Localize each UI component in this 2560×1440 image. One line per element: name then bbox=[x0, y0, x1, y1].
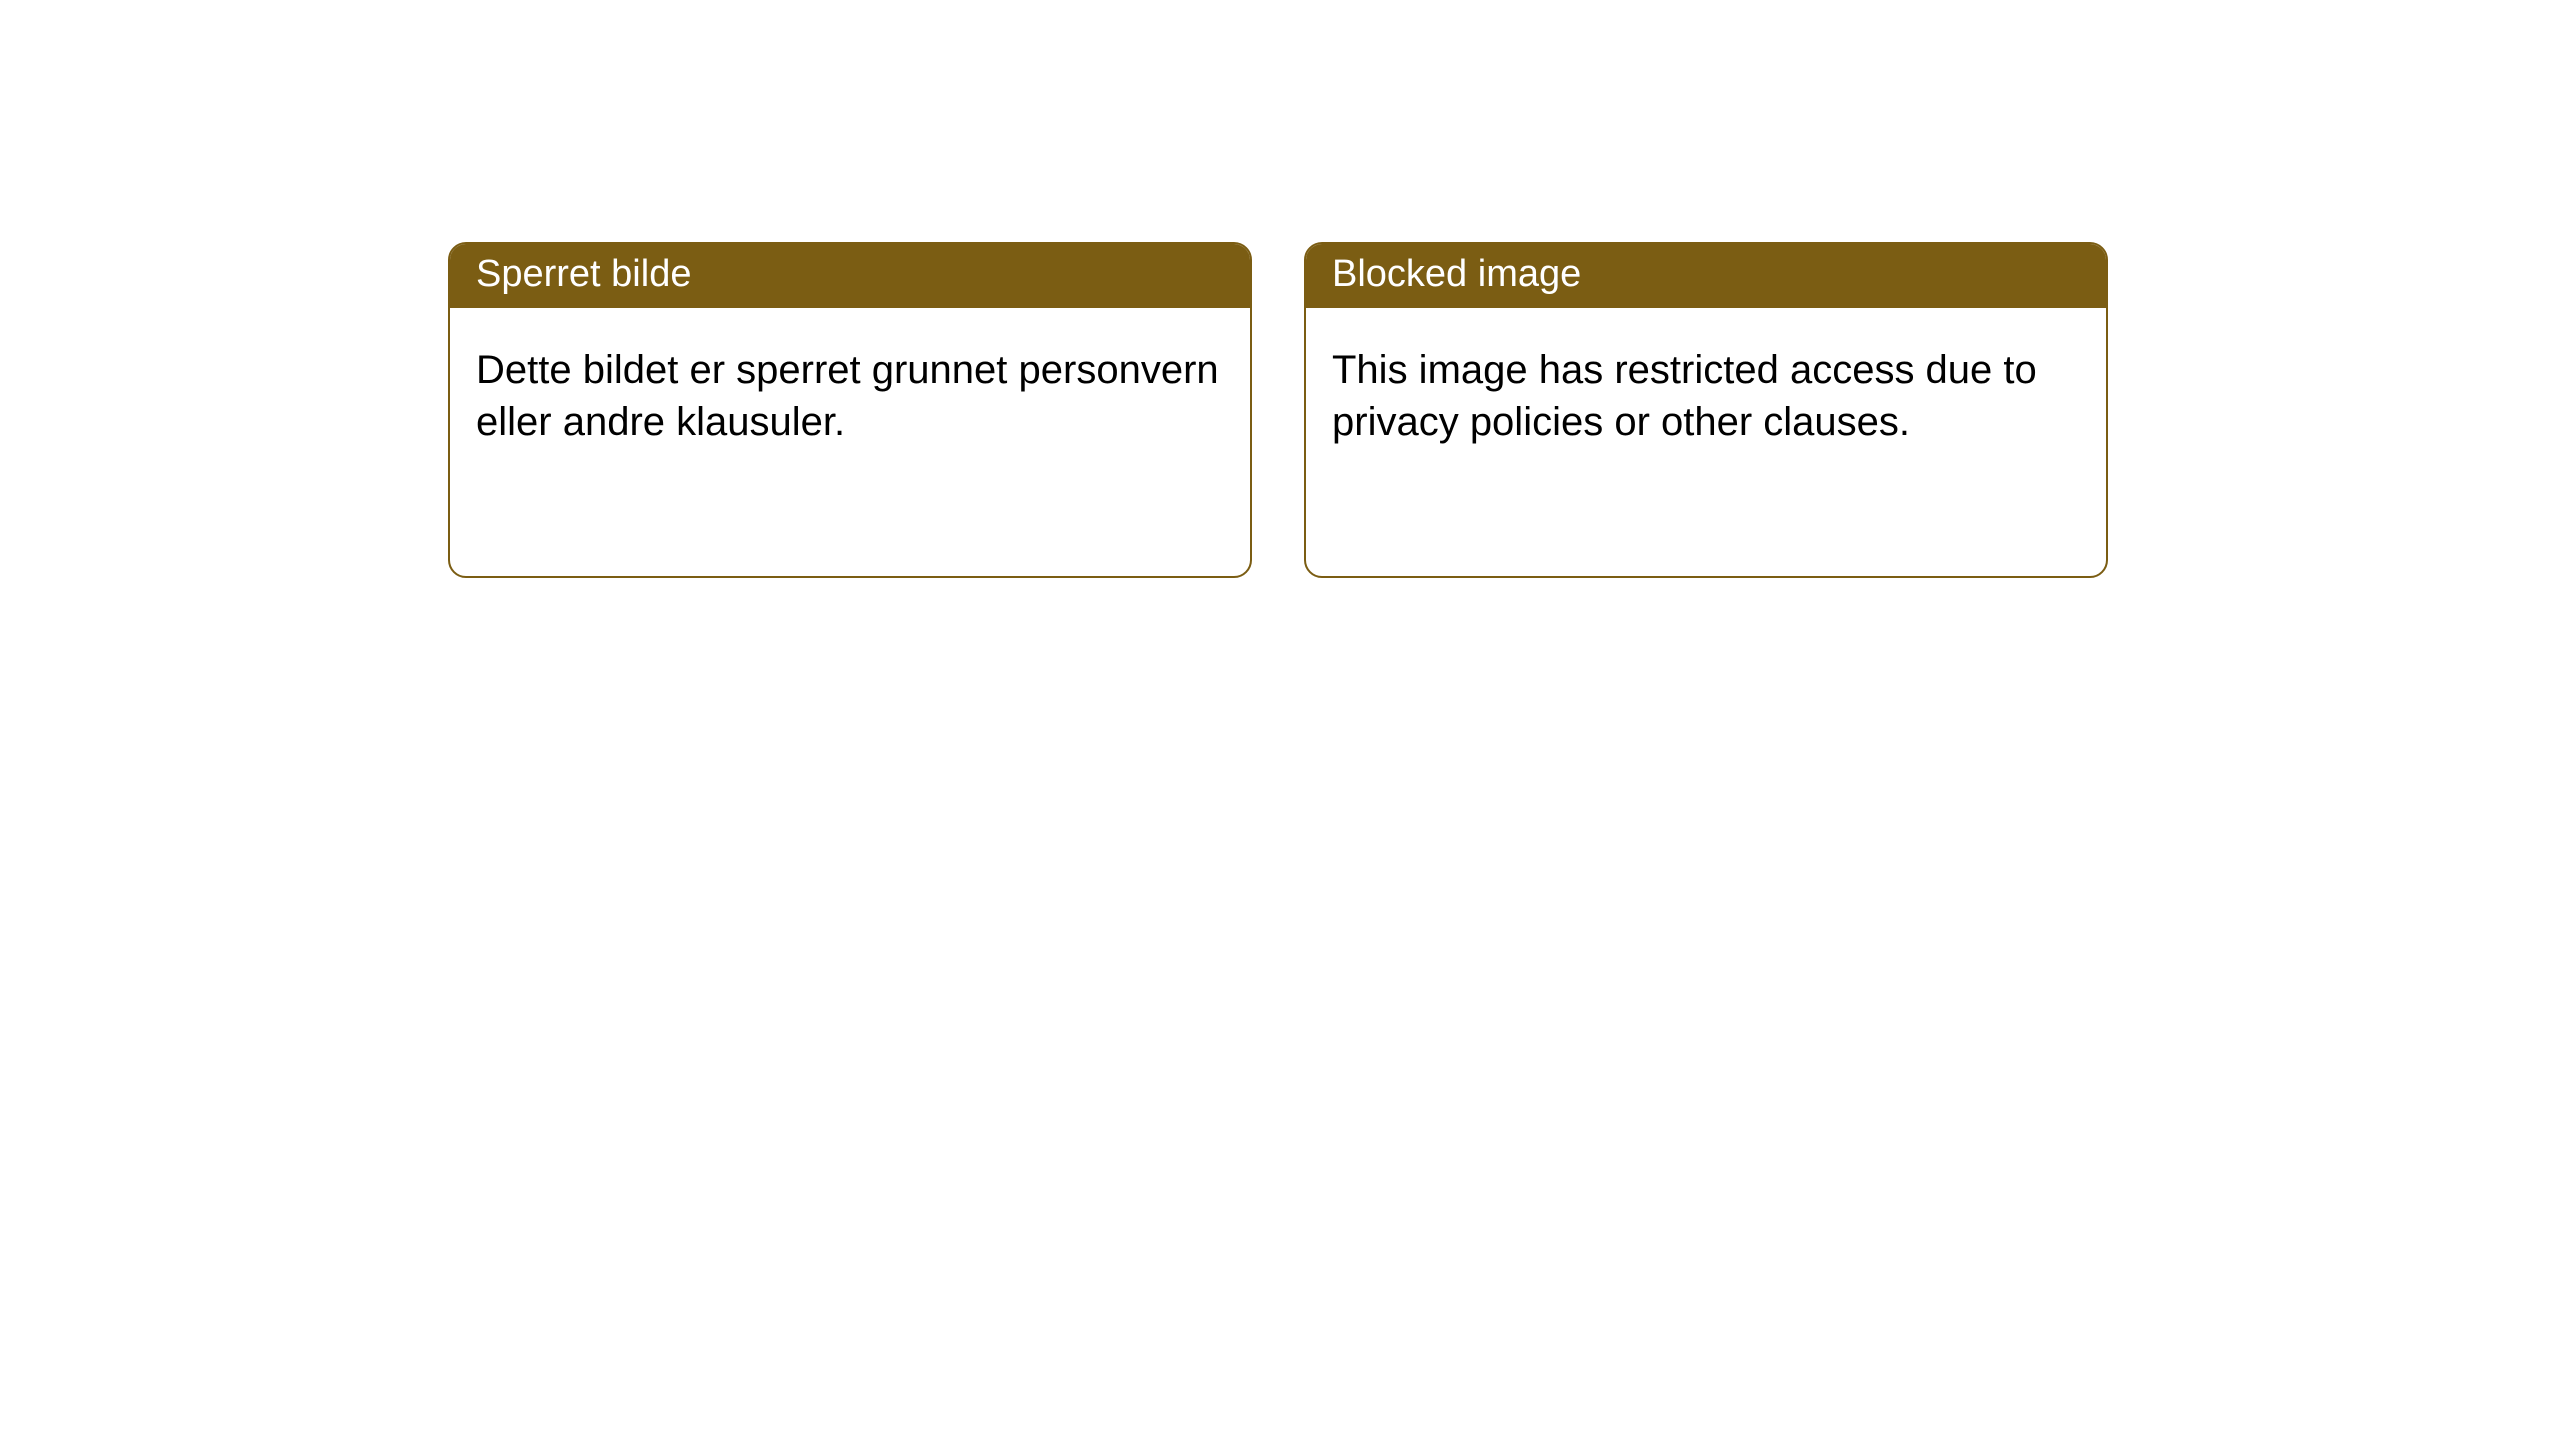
notice-body: This image has restricted access due to … bbox=[1306, 308, 2106, 474]
notice-container: Sperret bilde Dette bildet er sperret gr… bbox=[0, 0, 2560, 578]
notice-card-norwegian: Sperret bilde Dette bildet er sperret gr… bbox=[448, 242, 1252, 578]
notice-body: Dette bildet er sperret grunnet personve… bbox=[450, 308, 1250, 474]
notice-card-english: Blocked image This image has restricted … bbox=[1304, 242, 2108, 578]
notice-header: Blocked image bbox=[1306, 244, 2106, 308]
notice-header: Sperret bilde bbox=[450, 244, 1250, 308]
